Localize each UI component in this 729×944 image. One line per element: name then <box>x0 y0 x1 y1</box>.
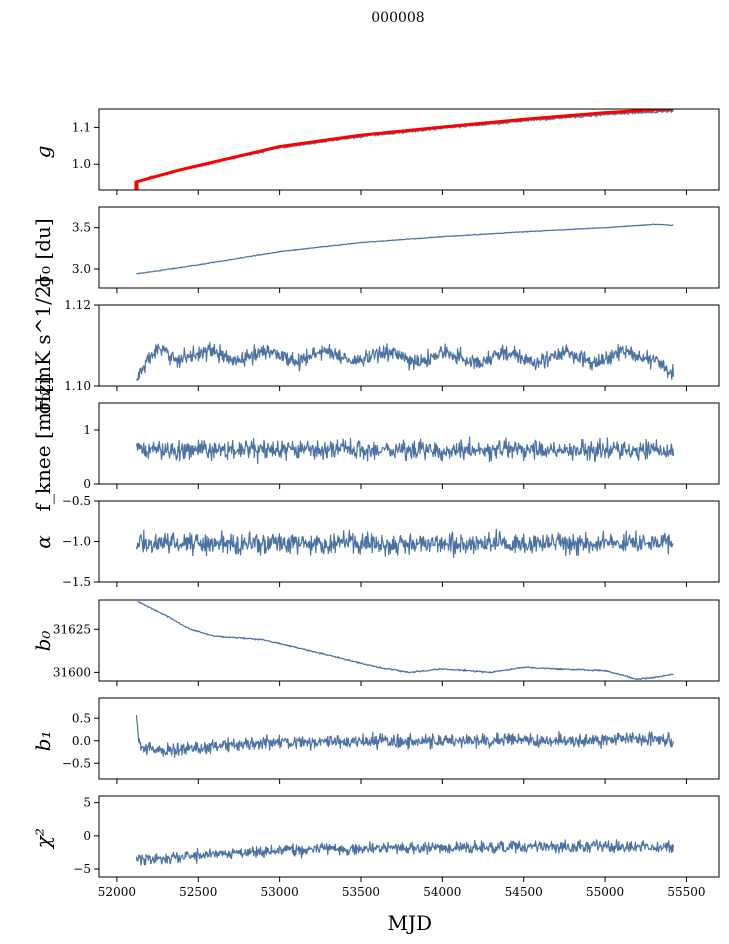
y-axis-label: g <box>31 146 55 159</box>
x-tick-label: 55000 <box>586 885 624 899</box>
y-tick-label: 1.10 <box>64 379 91 393</box>
panel-3: 1.10 1.12 σ₀[mK s^1/2] <box>31 278 720 415</box>
x-axis-label: MJD <box>388 911 433 935</box>
y-tick-label: 1.0 <box>72 157 91 171</box>
series-fknee <box>135 436 674 465</box>
y-axis-label: χ² <box>31 828 55 850</box>
series-sigma0-mk <box>135 341 674 381</box>
y-tick-label: 3.5 <box>72 221 91 235</box>
series-sigma0-du <box>136 223 674 275</box>
y-tick-label: 5 <box>83 796 91 810</box>
x-tick-label: 54500 <box>505 885 543 899</box>
y-axis-label: b₁ <box>31 731 55 752</box>
x-tick-label: 55500 <box>667 885 705 899</box>
y-tick-label: −5 <box>73 862 91 876</box>
series-alpha <box>135 528 674 559</box>
y-tick-label: 0 <box>83 477 91 491</box>
y-tick-label: 0 <box>83 829 91 843</box>
y-tick-label: 1.12 <box>64 298 91 312</box>
y-axis-label: b₀ <box>31 631 55 652</box>
y-tick-label: 1 <box>83 423 91 437</box>
x-tick-label: 54000 <box>423 885 461 899</box>
x-tick-label: 53000 <box>261 885 299 899</box>
axes-frame <box>98 697 720 780</box>
axes-frame <box>98 402 720 485</box>
panel-2: 3.0 3.5 σ₀ [du] <box>31 206 720 293</box>
panels: 1.0 1.1 g 3.0 3.5 σ₀ [du] 1.10 1.12 σ₀[mK s^1/2]… <box>31 108 720 935</box>
axes-frame <box>98 795 720 878</box>
series-b1 <box>135 714 674 758</box>
y-tick-label: −0.5 <box>62 756 91 770</box>
panel-8: −5 0 5 52000 52500 53000 53500 54000 54500 55000 5… <box>31 795 720 899</box>
panel-4: 0 1 f_knee [mHz] <box>31 377 720 512</box>
series-chi2 <box>135 839 674 866</box>
x-tick-label: 52500 <box>179 885 217 899</box>
panel-1: 1.0 1.1 g <box>31 108 720 195</box>
series-b0 <box>137 600 674 681</box>
y-tick-label: −1.5 <box>62 575 91 589</box>
y-axis-label: σ₀ [du] <box>31 218 55 287</box>
y-axis-label: f_knee [mHz] <box>31 377 55 512</box>
axes-frame <box>98 206 720 289</box>
y-tick-label: 31625 <box>53 622 91 636</box>
axes-frame <box>98 108 720 191</box>
x-tick-label: 53500 <box>342 885 380 899</box>
panel-5: −1.5 −1.0 −0.5 α <box>31 494 720 589</box>
y-axis-label: σ₀[mK s^1/2] <box>31 278 55 415</box>
series-g <box>136 109 674 183</box>
axes-frame <box>98 304 720 387</box>
axes-frame <box>98 599 720 682</box>
y-tick-label: 31600 <box>53 665 91 679</box>
y-tick-label: −0.5 <box>62 494 91 508</box>
series-g-smoothed- <box>135 109 675 184</box>
x-tick-label: 52000 <box>98 885 136 899</box>
y-tick-label: 3.0 <box>72 262 91 276</box>
panel-7: −0.5 0.0 0.5 b₁ <box>31 697 720 784</box>
y-tick-label: 0.5 <box>72 711 91 725</box>
y-tick-label: −1.0 <box>62 535 91 549</box>
y-axis-label: α <box>31 535 55 549</box>
figure-title: 000008 <box>371 10 424 26</box>
y-tick-label: 1.1 <box>72 120 91 134</box>
y-tick-label: 0.0 <box>72 734 91 748</box>
